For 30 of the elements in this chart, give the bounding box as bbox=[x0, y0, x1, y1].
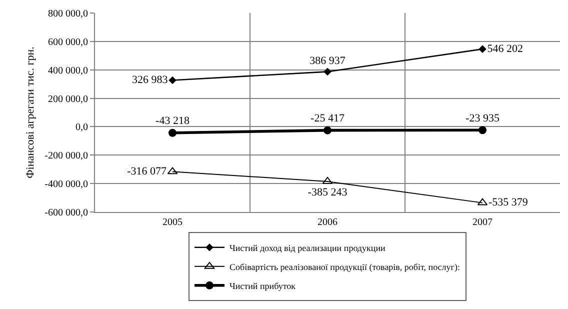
data-label: -535 379 bbox=[488, 196, 528, 209]
data-label: -385 243 bbox=[308, 186, 348, 199]
data-label: 386 937 bbox=[310, 55, 346, 68]
legend-label: Чистий прибуток bbox=[230, 280, 296, 291]
point bbox=[324, 68, 332, 76]
x-tick-label: 2007 bbox=[472, 217, 492, 228]
legend-label: Чистий доход від реализации продукции bbox=[230, 242, 386, 253]
data-label: -25 417 bbox=[310, 112, 345, 125]
point bbox=[168, 128, 176, 137]
point bbox=[324, 126, 332, 134]
data-label: -43 218 bbox=[156, 115, 190, 128]
data-label: -23 935 bbox=[466, 112, 500, 124]
point bbox=[168, 76, 176, 84]
y-tick-label: 0,0 bbox=[76, 122, 88, 134]
data-label: 326 983 bbox=[132, 74, 168, 86]
y-tick-label: 600 000,0 bbox=[48, 36, 88, 48]
point bbox=[478, 45, 486, 53]
y-axis-title: Фінансові агрегати тис. грн. bbox=[24, 46, 36, 178]
y-tick-label: 400 000,0 bbox=[48, 65, 88, 76]
point bbox=[478, 126, 486, 134]
y-tick-label: 200 000,0 bbox=[48, 94, 88, 105]
y-tick-label: -600 000,0 bbox=[44, 208, 88, 218]
y-tick-label: -400 000,0 bbox=[44, 179, 88, 190]
x-tick-label: 2006 bbox=[318, 217, 338, 228]
y-tick-label: 800 000,0 bbox=[48, 8, 88, 20]
data-label: 546 202 bbox=[487, 42, 523, 55]
data-label: -316 077 bbox=[127, 165, 167, 178]
x-tick-label: 2005 bbox=[162, 217, 182, 228]
legend-label: Собівартість реалізованої продукції (товарів, робіт, послуг): bbox=[230, 262, 460, 272]
y-tick-label: -200 000,0 bbox=[44, 150, 88, 162]
